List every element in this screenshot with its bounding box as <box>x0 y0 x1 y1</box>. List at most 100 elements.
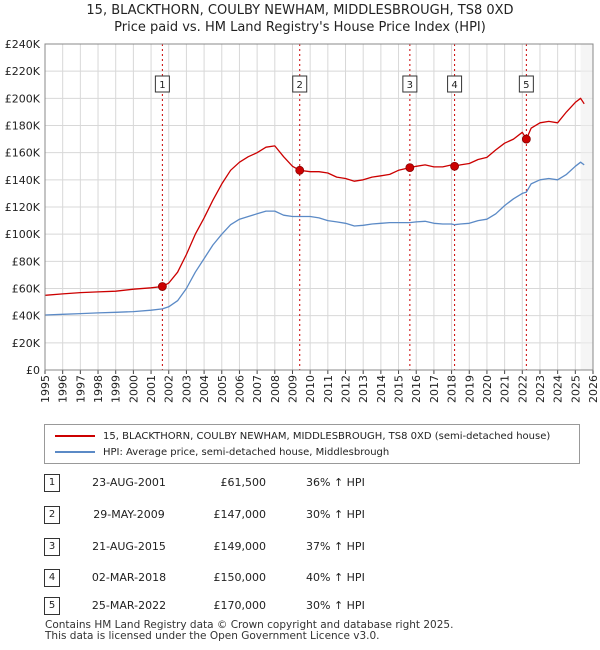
legend-item-property: 15, BLACKTHORN, COULBY NEWHAM, MIDDLESBR… <box>55 430 550 444</box>
sale-hpi-change: 37% ↑ HPI <box>306 540 365 553</box>
y-tick-label: £140K <box>5 174 41 187</box>
sale-number-box: 5 <box>44 597 60 615</box>
x-tick-label: 1999 <box>110 375 123 403</box>
sale-point <box>405 163 415 173</box>
sale-number-label: 5 <box>523 80 529 91</box>
table-row: 2 29-MAY-2009 £147,000 30% ↑ HPI <box>44 506 584 524</box>
sale-date: 21-AUG-2015 <box>92 540 166 553</box>
x-tick-label: 2000 <box>127 375 140 403</box>
x-tick-label: 2006 <box>233 375 246 403</box>
y-tick-label: £160K <box>5 147 41 160</box>
x-tick-label: 2010 <box>304 375 317 403</box>
chart-subtitle: Price paid vs. HM Land Registry's House … <box>114 20 486 35</box>
y-tick-label: £240K <box>5 38 41 51</box>
sale-price: £170,000 <box>213 599 267 612</box>
x-tick-label: 1998 <box>92 375 105 403</box>
y-tick-label: £180K <box>5 120 41 133</box>
y-tick-label: £40K <box>12 310 41 323</box>
sale-number-badge <box>447 75 463 93</box>
hpi-line <box>44 161 585 316</box>
y-tick-label: £200K <box>5 92 41 105</box>
sale-hpi-change: 30% ↑ HPI <box>306 508 365 521</box>
sale-price: £61,500 <box>220 476 267 489</box>
sale-price: £149,000 <box>213 540 267 553</box>
sale-number-box: 2 <box>44 506 60 524</box>
x-tick-label: 1996 <box>57 375 70 403</box>
x-tick-label: 2026 <box>587 375 600 403</box>
y-tick-label: £60K <box>12 283 41 296</box>
legend-line-property <box>55 435 95 437</box>
y-tick-label: £0 <box>26 364 40 377</box>
sale-date: 02-MAR-2018 <box>91 571 167 584</box>
sale-number-badge <box>154 75 170 93</box>
x-tick-label: 2022 <box>516 375 529 403</box>
x-tick-label: 2011 <box>322 375 335 403</box>
y-tick-label: £80K <box>12 255 41 268</box>
x-tick-label: 2016 <box>410 375 423 403</box>
sale-number-badge <box>518 75 534 93</box>
sale-point <box>295 165 305 175</box>
footer: Contains HM Land Registry data © Crown c… <box>45 620 453 642</box>
sale-point <box>450 161 459 171</box>
sale-hpi-change: 30% ↑ HPI <box>306 599 365 612</box>
price-chart: £0 £20K £40K £60K £80K £100K £120K £140K £160K £1… <box>5 38 600 403</box>
sale-number-box: 3 <box>44 538 60 556</box>
table-row: 5 25-MAR-2022 £170,000 30% ↑ HPI <box>44 597 584 615</box>
x-tick-label: 2018 <box>446 375 459 403</box>
sale-date: 23-AUG-2001 <box>92 476 166 489</box>
x-tick-label: 2025 <box>569 375 582 403</box>
legend-label-property: 15, BLACKTHORN, COULBY NEWHAM, MIDDLESBR… <box>103 431 551 442</box>
chart-title: 15, BLACKTHORN, COULBY NEWHAM, MIDDLESBR… <box>86 3 514 18</box>
legend: 15, BLACKTHORN, COULBY NEWHAM, MIDDLESBR… <box>44 424 580 464</box>
y-tick-label: £20K <box>12 337 41 350</box>
x-tick-label: 2002 <box>163 375 176 403</box>
y-tick-label: £120K <box>5 201 41 214</box>
sale-hpi-change: 36% ↑ HPI <box>306 476 365 489</box>
legend-line-hpi <box>55 451 95 453</box>
sale-point <box>521 134 531 144</box>
sale-date: 29-MAY-2009 <box>93 508 165 521</box>
sale-number-label: 2 <box>297 80 303 91</box>
sale-hpi-change: 40% ↑ HPI <box>306 571 365 584</box>
x-tick-label: 2004 <box>198 375 211 403</box>
x-tick-label: 2007 <box>251 375 264 403</box>
sale-number-badge <box>292 75 308 93</box>
sale-number-label: 4 <box>451 80 457 91</box>
sale-date: 25-MAR-2022 <box>91 599 167 612</box>
x-tick-label: 1995 <box>39 375 52 403</box>
x-tick-label: 2013 <box>357 375 370 403</box>
x-tick-label: 2001 <box>145 375 158 403</box>
footer-copyright: Contains HM Land Registry data © Crown c… <box>45 619 454 631</box>
x-tick-label: 2023 <box>534 375 547 403</box>
x-tick-label: 2015 <box>393 375 406 403</box>
sale-number-badge <box>402 75 418 93</box>
x-tick-label: 2012 <box>340 375 353 403</box>
plot-frame <box>44 43 594 371</box>
legend-item-hpi: HPI: Average price, semi-detached house,… <box>55 446 389 460</box>
sale-number-label: 1 <box>159 80 165 91</box>
x-tick-label: 1997 <box>74 375 87 403</box>
sale-number-box: 4 <box>44 569 60 587</box>
y-tick-label: £220K <box>5 65 41 78</box>
future-shade <box>580 44 593 370</box>
x-tick-label: 2009 <box>286 375 299 403</box>
table-row: 3 21-AUG-2015 £149,000 37% ↑ HPI <box>44 538 584 556</box>
x-tick-label: 2008 <box>269 375 282 403</box>
x-tick-label: 2005 <box>216 375 229 403</box>
table-row: 4 02-MAR-2018 £150,000 40% ↑ HPI <box>44 569 584 587</box>
sale-number-label: 3 <box>407 80 413 91</box>
x-tick-label: 2014 <box>375 375 388 403</box>
y-tick-label: £100K <box>5 228 41 241</box>
footer-license: This data is licensed under the Open Gov… <box>45 630 380 642</box>
x-tick-label: 2020 <box>481 375 494 403</box>
sale-point <box>157 282 167 291</box>
sale-number-box: 1 <box>44 474 60 492</box>
x-tick-label: 2017 <box>428 375 441 403</box>
x-tick-label: 2019 <box>463 375 476 403</box>
property-price-line <box>44 97 585 296</box>
legend-label-hpi: HPI: Average price, semi-detached house,… <box>103 447 390 458</box>
x-tick-label: 2003 <box>180 375 193 403</box>
x-tick-label: 2021 <box>499 375 512 403</box>
sale-price: £150,000 <box>213 571 267 584</box>
sale-price: £147,000 <box>213 508 267 521</box>
